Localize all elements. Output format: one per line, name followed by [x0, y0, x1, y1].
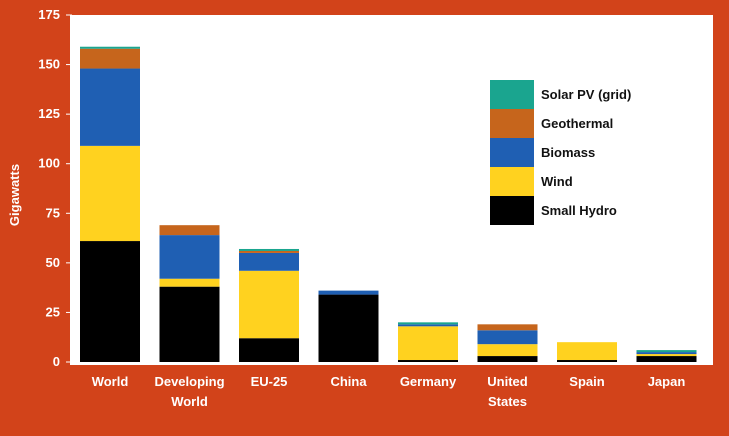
x-category-label: Developing — [154, 374, 224, 389]
x-category-label: World — [171, 394, 208, 409]
bar-segment-small-hydro — [477, 356, 538, 362]
bar-segment-small-hydro — [239, 338, 299, 362]
bar-segment-wind — [477, 344, 538, 357]
bar-segment-biomass — [318, 290, 379, 295]
x-category-label: World — [92, 374, 129, 389]
y-axis-title: Gigawatts — [7, 164, 22, 226]
x-category-label: China — [330, 374, 367, 389]
bar-segment-wind — [159, 278, 220, 287]
legend: Solar PV (grid) Geothermal Biomass Wind Smal… — [490, 80, 631, 225]
y-tick-label: 100 — [38, 156, 60, 171]
x-category-label: EU-25 — [251, 374, 288, 389]
x-category-label: Japan — [648, 374, 686, 389]
y-tick-label: 50 — [46, 255, 60, 270]
y-axis-ticks: 0 25 50 75 100 125 150 175 — [38, 7, 72, 369]
legend-label: Solar PV (grid) — [541, 87, 631, 102]
x-category-label: United — [487, 374, 528, 389]
y-tick-label: 25 — [46, 304, 60, 319]
bars-group — [80, 46, 697, 362]
legend-swatch — [490, 138, 534, 167]
y-tick-label: 0 — [53, 354, 60, 369]
bar-segment-small-hydro — [398, 360, 458, 362]
bar-segment-small-hydro — [636, 356, 697, 362]
y-tick-label: 175 — [38, 7, 60, 22]
bar-segment-biomass — [398, 324, 458, 327]
bar-segment-biomass — [80, 68, 140, 146]
bar-segment-geothermal — [159, 225, 220, 236]
x-category-label: States — [488, 394, 527, 409]
bar-segment-small-hydro — [80, 241, 140, 362]
bar-segment-biomass — [239, 252, 299, 271]
legend-label: Wind — [541, 174, 573, 189]
bar-segment-small-hydro — [318, 294, 379, 362]
bar-segment-biomass — [159, 235, 220, 279]
bar-segment-biomass — [477, 330, 538, 345]
bar-segment-wind — [636, 354, 697, 357]
bar-segment-biomass — [636, 352, 697, 355]
bar-segment-solar-pv-grid — [398, 322, 458, 325]
legend-label: Small Hydro — [541, 203, 617, 218]
x-category-label: Germany — [400, 374, 457, 389]
legend-swatch — [490, 109, 534, 138]
bar-segment-wind — [80, 145, 140, 242]
bar-segment-solar-pv-grid — [239, 248, 299, 251]
bar-segment-wind — [557, 342, 617, 361]
y-tick-label: 75 — [46, 205, 60, 220]
bar-segment-small-hydro — [557, 360, 617, 362]
x-category-label: Spain — [569, 374, 604, 389]
bar-segment-small-hydro — [159, 286, 220, 362]
y-tick-label: 150 — [38, 57, 60, 72]
bar-segment-wind — [239, 270, 299, 339]
bar-segment-solar-pv-grid — [636, 350, 697, 353]
bar-segment-geothermal — [477, 324, 538, 331]
bar-segment-geothermal — [80, 48, 140, 69]
legend-swatch — [490, 196, 534, 225]
bar-segment-geothermal — [239, 250, 299, 253]
legend-label: Geothermal — [541, 116, 613, 131]
bar-segment-wind — [398, 326, 458, 361]
legend-swatch — [490, 80, 534, 109]
legend-label: Biomass — [541, 145, 595, 160]
x-axis-labels: World Developing World EU-25 China Germany Uni… — [92, 374, 686, 409]
legend-swatch — [490, 167, 534, 196]
y-tick-label: 125 — [38, 106, 60, 121]
bar-segment-solar-pv-grid — [80, 46, 140, 49]
